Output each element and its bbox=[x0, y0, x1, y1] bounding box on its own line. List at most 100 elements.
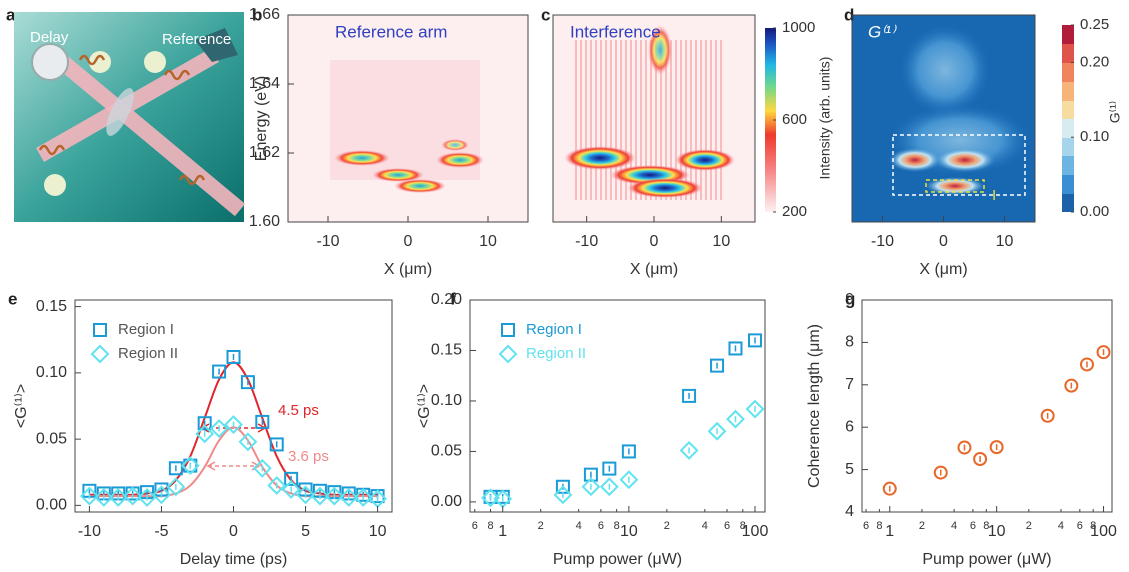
y-axis-label: Energy (eV) bbox=[253, 76, 270, 161]
data-point bbox=[269, 437, 284, 452]
x-axis-label: X (μm) bbox=[384, 261, 432, 278]
heatmap-image bbox=[553, 15, 755, 222]
colorbar-tick-label: 0.20 bbox=[1080, 53, 1109, 70]
y-axis-label: <G⁽¹⁾> bbox=[416, 384, 433, 428]
annotation: I bbox=[992, 187, 996, 204]
x-tick-label: 8 bbox=[1090, 520, 1096, 532]
legend-marker bbox=[501, 323, 515, 337]
data-point bbox=[679, 441, 699, 460]
data-point bbox=[152, 485, 171, 505]
y-tick-label: 0.10 bbox=[36, 364, 67, 381]
data-point bbox=[707, 421, 727, 441]
data-point bbox=[745, 399, 765, 419]
data-point bbox=[296, 485, 315, 505]
x-tick-label: 0 bbox=[229, 523, 238, 540]
y-tick-label: 0.15 bbox=[431, 342, 462, 359]
y-tick-label: 1.66 bbox=[249, 6, 280, 23]
data-point bbox=[180, 456, 200, 476]
y-tick-label: 0.00 bbox=[431, 493, 462, 510]
x-tick-label: 100 bbox=[742, 523, 769, 540]
data-point bbox=[621, 444, 636, 459]
chart-title: Interference bbox=[570, 22, 661, 41]
x-tick-label: 10 bbox=[996, 233, 1014, 250]
annotation: 4.5 ps bbox=[278, 402, 319, 419]
x-tick-label: -5 bbox=[154, 523, 168, 540]
heatmap-image bbox=[288, 15, 528, 222]
y-tick-label: 0.05 bbox=[431, 443, 462, 460]
y-tick-label: 0.20 bbox=[431, 291, 462, 308]
data-point bbox=[209, 419, 229, 438]
panel-label: e bbox=[8, 289, 17, 308]
colorbar-tick-label: 200 bbox=[782, 203, 807, 220]
data-point bbox=[108, 488, 128, 507]
panel-label: b bbox=[252, 5, 262, 24]
chart-title: Reference arm bbox=[335, 22, 447, 41]
x-axis-label: Delay time (ps) bbox=[180, 551, 288, 568]
plot-frame bbox=[469, 299, 766, 513]
data-point bbox=[310, 486, 330, 506]
illustration-label: Reference bbox=[162, 31, 231, 48]
x-tick-label: 0 bbox=[404, 233, 413, 250]
data-point bbox=[238, 432, 258, 452]
x-tick-label: 10 bbox=[712, 233, 730, 250]
x-tick-label: 8 bbox=[876, 520, 882, 532]
legend-marker bbox=[90, 344, 110, 364]
data-point bbox=[284, 471, 299, 486]
data-point bbox=[481, 488, 500, 508]
x-tick-label: 4 bbox=[702, 520, 708, 532]
x-tick-label: 100 bbox=[1090, 523, 1117, 540]
plot-frame bbox=[861, 299, 1113, 513]
colorbar-label: Intensity (arb. units) bbox=[817, 57, 833, 180]
x-tick-label: 8 bbox=[740, 520, 746, 532]
x-tick-label: 2 bbox=[538, 520, 544, 532]
x-tick-label: 1 bbox=[498, 523, 507, 540]
data-point bbox=[197, 416, 212, 431]
panel-label: g bbox=[845, 289, 855, 308]
y-tick-label: 0.10 bbox=[431, 392, 462, 409]
x-tick-label: 0 bbox=[650, 233, 659, 250]
illustration-label: Delay bbox=[30, 29, 69, 46]
y-tick-label: 6 bbox=[845, 418, 854, 435]
y-axis-label: Coherence length (μm) bbox=[806, 324, 823, 488]
x-tick-label: 6 bbox=[1077, 520, 1083, 532]
colorbar-tick-label: 600 bbox=[782, 111, 807, 128]
data-point bbox=[324, 486, 344, 506]
x-tick-label: 1 bbox=[885, 523, 894, 540]
data-point bbox=[748, 333, 763, 348]
colorbar-label: G⁽¹⁾ bbox=[1107, 101, 1123, 123]
legend-label: Region II bbox=[118, 345, 178, 362]
y-tick-label: 9 bbox=[845, 291, 854, 308]
data-point bbox=[212, 364, 227, 379]
x-tick-label: 6 bbox=[863, 520, 869, 532]
x-tick-label: 10 bbox=[988, 523, 1006, 540]
x-tick-label: 2 bbox=[664, 520, 670, 532]
x-tick-label: 6 bbox=[598, 520, 604, 532]
x-tick-label: 8 bbox=[487, 520, 493, 532]
x-tick-label: 2 bbox=[1026, 520, 1032, 532]
legend-marker bbox=[93, 323, 107, 337]
x-tick-label: 4 bbox=[576, 520, 582, 532]
data-point bbox=[728, 341, 743, 356]
x-axis-label: X (μm) bbox=[630, 261, 678, 278]
legend-label: Region I bbox=[118, 321, 174, 338]
y-tick-label: 0.00 bbox=[36, 497, 67, 514]
x-tick-label: 6 bbox=[724, 520, 730, 532]
panel-label: f bbox=[450, 289, 456, 308]
y-axis-label: <G⁽¹⁾> bbox=[13, 384, 30, 428]
x-axis-label: Pump power (μW) bbox=[922, 551, 1051, 568]
data-point bbox=[123, 486, 143, 506]
data-point bbox=[281, 480, 301, 499]
data-point bbox=[583, 467, 598, 482]
data-point bbox=[195, 424, 215, 444]
colorbar-tick-label: 0.00 bbox=[1080, 203, 1109, 220]
x-tick-label: 10 bbox=[479, 233, 497, 250]
y-tick-label: 7 bbox=[845, 376, 854, 393]
x-tick-label: 6 bbox=[472, 520, 478, 532]
data-point bbox=[183, 458, 198, 473]
data-point bbox=[619, 470, 639, 490]
data-point bbox=[168, 461, 183, 476]
y-tick-label: 8 bbox=[845, 334, 854, 351]
colorbar-tick-label: 0.10 bbox=[1080, 128, 1109, 145]
illustration: a Delay Reference bbox=[6, 5, 246, 222]
